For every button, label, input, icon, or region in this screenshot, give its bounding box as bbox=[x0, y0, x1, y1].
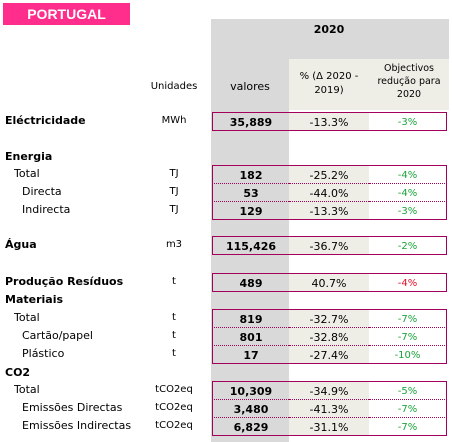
row-label: Total bbox=[14, 383, 40, 396]
row-value: 3,480 bbox=[212, 399, 289, 418]
row-label: Total bbox=[14, 167, 40, 180]
row-objective: -3% bbox=[369, 201, 447, 220]
row-objective: -7% bbox=[369, 417, 447, 436]
row-value: 17 bbox=[212, 345, 289, 364]
year-header: 2020 bbox=[313, 23, 345, 36]
row-pct-change: -25.2% bbox=[289, 165, 369, 184]
row-unit: TJ bbox=[169, 168, 179, 179]
valores-column-background bbox=[211, 19, 289, 442]
row-unit: t bbox=[172, 330, 176, 341]
row-pct-change: 40.7% bbox=[289, 273, 369, 292]
row-label: Emissões Indirectas bbox=[22, 419, 132, 432]
row-value: 6,829 bbox=[212, 417, 289, 436]
row-objective: -7% bbox=[369, 309, 447, 328]
row-value: 819 bbox=[212, 309, 289, 328]
row-objective: -7% bbox=[369, 399, 447, 418]
row-label: Emissões Directas bbox=[22, 401, 123, 414]
row-value: 489 bbox=[212, 273, 289, 292]
row-pct-change: -41.3% bbox=[289, 399, 369, 418]
row-pct-change: -13.3% bbox=[289, 201, 369, 220]
row-pct-change: -32.7% bbox=[289, 309, 369, 328]
row-label: Produção Resíduos bbox=[5, 275, 124, 288]
row-unit: t bbox=[172, 276, 176, 287]
row-label: Eléctricidade bbox=[5, 114, 86, 127]
row-unit: tCO2eq bbox=[155, 402, 193, 413]
section-materiais: Materiais bbox=[5, 293, 64, 306]
row-value: 182 bbox=[212, 165, 289, 184]
row-unit: tCO2eq bbox=[155, 420, 193, 431]
section-co2: CO2 bbox=[5, 366, 31, 379]
row-unit: TJ bbox=[169, 204, 179, 215]
row-pct-change: -32.8% bbox=[289, 327, 369, 346]
section-energia: Energia bbox=[5, 150, 53, 163]
units-header: Unidades bbox=[150, 81, 198, 92]
row-unit: TJ bbox=[169, 186, 179, 197]
row-objective: -4% bbox=[369, 165, 447, 184]
row-value: 35,889 bbox=[212, 112, 289, 131]
row-label: Directa bbox=[22, 185, 62, 198]
year-header-band bbox=[289, 19, 449, 59]
row-pct-change: -27.4% bbox=[289, 345, 369, 364]
row-unit: t bbox=[172, 312, 176, 323]
row-objective: -3% bbox=[369, 112, 447, 131]
row-pct-change: -44.0% bbox=[289, 183, 369, 202]
row-objective: -4% bbox=[369, 183, 447, 202]
country-banner: PORTUGAL bbox=[3, 3, 130, 25]
pct-change-header: % (Δ 2020 - 2019) bbox=[299, 71, 359, 96]
header-subcolumns-box bbox=[289, 59, 449, 110]
row-unit: t bbox=[172, 348, 176, 359]
row-label: Água bbox=[5, 238, 37, 251]
row-value: 10,309 bbox=[212, 381, 289, 400]
row-objective: -5% bbox=[369, 381, 447, 400]
row-value: 53 bbox=[212, 183, 289, 202]
objectives-header: Objectivos redução para 2020 bbox=[377, 63, 441, 100]
row-value: 129 bbox=[212, 201, 289, 220]
row-label: Plástico bbox=[22, 347, 65, 360]
row-label: Indirecta bbox=[22, 203, 71, 216]
row-objective: -10% bbox=[369, 345, 447, 364]
row-unit: tCO2eq bbox=[155, 384, 193, 395]
row-objective: -4% bbox=[369, 273, 447, 292]
row-value: 115,426 bbox=[212, 236, 289, 255]
row-pct-change: -13.3% bbox=[289, 112, 369, 131]
row-objective: -7% bbox=[369, 327, 447, 346]
row-value: 801 bbox=[212, 327, 289, 346]
row-pct-change: -34.9% bbox=[289, 381, 369, 400]
row-unit: MWh bbox=[161, 115, 187, 126]
row-pct-change: -36.7% bbox=[289, 236, 369, 255]
valores-header: valores bbox=[230, 80, 270, 93]
row-pct-change: -31.1% bbox=[289, 417, 369, 436]
row-label: Cartão/papel bbox=[22, 329, 93, 342]
row-unit: m3 bbox=[165, 239, 183, 250]
row-objective: -2% bbox=[369, 236, 447, 255]
row-label: Total bbox=[14, 311, 40, 324]
